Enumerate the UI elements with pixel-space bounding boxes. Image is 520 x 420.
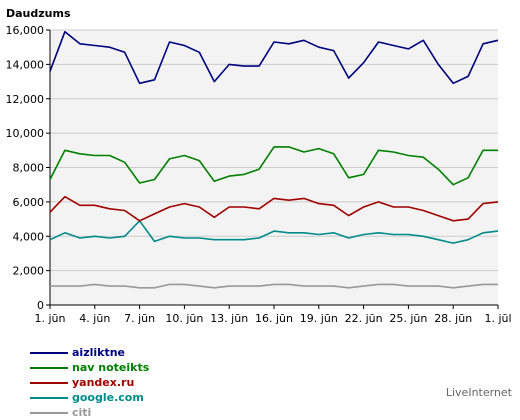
line-chart: Daudzums 0 2,000 4,000 6,000 8,000 10,000 12,00…	[6, 7, 512, 325]
legend-swatch	[30, 411, 68, 414]
series-line-citi	[50, 283, 498, 289]
x-tick-label: 4. jūn	[79, 312, 110, 325]
legend-item: yandex.ru	[30, 375, 149, 390]
legend-swatch	[30, 366, 68, 369]
series-line-yandex-ru	[49, 195, 499, 222]
y-tick-label: 14,000	[6, 58, 45, 71]
y-tick-label: 10,000	[6, 127, 45, 140]
series-line-google-com	[49, 220, 499, 244]
x-tick-label: 16. jūn	[255, 312, 293, 325]
x-tick-label: 1. jūn	[35, 312, 66, 325]
y-tick-label: 8,000	[13, 162, 45, 175]
y-tick-label: 6,000	[13, 196, 45, 209]
x-tick-label: 7. jūn	[124, 312, 155, 325]
y-tick-label: 12,000	[6, 93, 45, 106]
legend-swatch	[30, 351, 68, 354]
y-tick-label: 2,000	[13, 265, 45, 278]
legend-swatch	[30, 381, 68, 384]
x-tick-label: 22. jūn	[345, 312, 383, 325]
x-tick-label: 10. jūn	[165, 312, 203, 325]
series-line-aizliktne	[49, 30, 499, 85]
legend-item: google.com	[30, 390, 149, 405]
y-tick-label: 16,000	[6, 24, 45, 37]
legend-item: aizliktne	[30, 345, 149, 360]
liveinternet-brand: LiveInternet	[445, 386, 512, 399]
legend-item: nav noteikts	[30, 360, 149, 375]
y-tick-label: 0	[37, 299, 44, 312]
legend-label: citi	[72, 406, 92, 419]
x-tick-label: 19. jūn	[300, 312, 338, 325]
x-tick-label: 28. jūn	[434, 312, 472, 325]
legend-item: citi	[30, 405, 149, 420]
legend-swatch	[30, 396, 68, 399]
legend-label: yandex.ru	[72, 376, 135, 389]
legend-label: aizliktne	[72, 346, 126, 359]
legend-label: google.com	[72, 391, 144, 404]
x-tick-label: 13. jūn	[210, 312, 248, 325]
x-tick-label: 1. jūl	[484, 312, 511, 325]
legend: aizliktne nav noteikts yandex.ru google.com…	[30, 345, 149, 420]
legend-label: nav noteikts	[72, 361, 150, 374]
x-tick-label: 25. jūn	[389, 312, 427, 325]
y-tick-label: 4,000	[13, 230, 45, 243]
series-line-nav-noteikts	[49, 146, 498, 186]
chart-title: Daudzums	[6, 7, 71, 20]
